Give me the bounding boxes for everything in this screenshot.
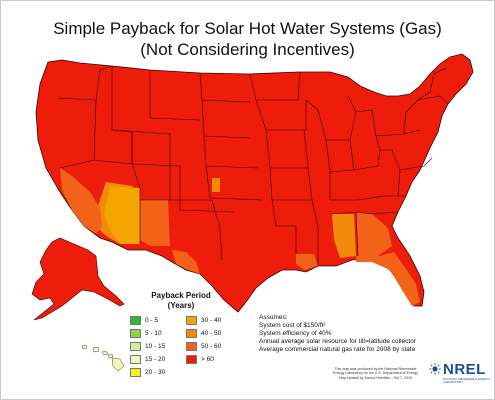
credit-line: Map created by Donna Heimiller - Oct 7, …	[338, 375, 413, 380]
legend-swatch	[130, 368, 141, 377]
legend-item: 10 - 15	[130, 342, 165, 351]
legend-swatch	[186, 316, 197, 325]
legend-label: 40 - 50	[201, 330, 222, 338]
legend-item: 5 - 10	[130, 329, 162, 338]
legend-label: 30 - 40	[201, 317, 222, 325]
legend-title-line1: Payback Period	[151, 291, 211, 300]
legend: Payback Period (Years) 0 - 5 5 - 10 10 -…	[122, 291, 252, 383]
logo-text: NREL	[443, 361, 486, 378]
credit-line: This map was produced by the National Re…	[334, 367, 417, 371]
colorado-zone-40-50	[212, 178, 220, 192]
hawaii	[81, 344, 125, 372]
legend-swatch	[186, 329, 197, 338]
map-title-line2: (Not Considering Incentives)	[140, 40, 355, 59]
alabama-zone-40-50	[332, 214, 356, 258]
georgia-zone-50-60	[356, 212, 392, 256]
legend-item: > 60	[186, 355, 214, 364]
legend-label: 10 - 15	[145, 343, 166, 351]
legend-swatch	[130, 329, 141, 338]
legend-item: 50 - 60	[186, 342, 221, 351]
credit-line: Energy Laboratory for the U.S. Departmen…	[333, 371, 418, 376]
legend-swatch	[130, 316, 141, 325]
assumptions-heading: Assumes:	[259, 314, 288, 321]
state-borders	[57, 65, 449, 266]
map-title: Simple Payback for Solar Hot Water Syste…	[0, 18, 495, 60]
louisiana-zone-50-60	[296, 254, 318, 270]
map-credit: This map was produced by the National Re…	[328, 367, 423, 380]
legend-item: 30 - 40	[186, 316, 221, 325]
legend-item: 15 - 20	[130, 355, 165, 364]
california-zone-50-60	[60, 168, 102, 234]
legend-swatch	[186, 355, 197, 364]
assumption-line: System cost of $150/ft²	[259, 322, 326, 329]
legend-swatch	[186, 342, 197, 351]
alaska	[31, 237, 125, 321]
arizona-zone-30-40	[104, 186, 140, 244]
sun-icon	[429, 363, 441, 375]
legend-label: 20 - 30	[145, 369, 166, 377]
legend-item: 40 - 50	[186, 329, 221, 338]
legend-label: 5 - 10	[145, 330, 162, 338]
nrel-logo: NREL NATIONAL RENEWABLE ENERGY LABORATOR…	[427, 360, 491, 392]
assumption-line: Annual average solar resource for tilt=l…	[259, 338, 416, 345]
map-title-line1: Simple Payback for Solar Hot Water Syste…	[53, 19, 442, 38]
new-mexico-zone-50-60	[140, 200, 170, 246]
legend-swatch	[130, 355, 141, 364]
legend-swatch	[130, 342, 141, 351]
florida-zone-50-60	[356, 252, 420, 306]
texas-zone-50-60	[172, 250, 200, 274]
assumption-line: Average commercial natural gas rate for …	[259, 346, 416, 353]
logo-subtext: NATIONAL RENEWABLE ENERGY LABORATORY	[443, 377, 491, 385]
legend-item: 0 - 5	[130, 316, 158, 325]
legend-label: 15 - 20	[145, 356, 166, 364]
legend-title-line2: (Years)	[167, 301, 195, 310]
legend-label: 50 - 60	[201, 343, 222, 351]
legend-label: 0 - 5	[145, 317, 159, 325]
legend-label: > 60	[201, 356, 214, 364]
legend-title: Payback Period (Years)	[122, 291, 240, 311]
assumption-line: System efficiency of 40%	[259, 330, 332, 337]
assumptions: Assumes: System cost of $150/ft² System …	[259, 314, 416, 354]
legend-item: 20 - 30	[130, 368, 165, 377]
